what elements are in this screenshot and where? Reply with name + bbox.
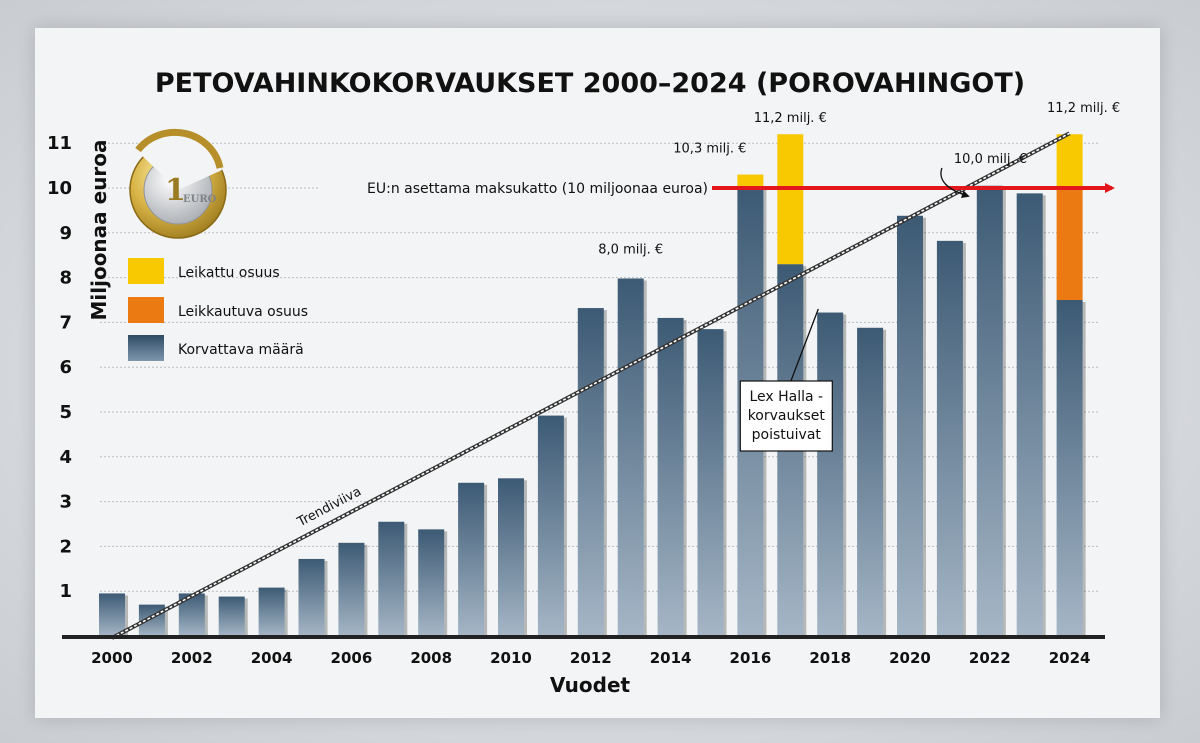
bar-korvattava xyxy=(218,596,245,636)
bar-korvattava xyxy=(298,558,325,636)
euro-coin-icon: 1 EURO xyxy=(129,128,227,239)
callout-line-1: Lex Halla - xyxy=(749,389,823,405)
value-annotation: 11,2 milj. € xyxy=(1047,101,1120,116)
x-tick-label: 2016 xyxy=(730,649,772,667)
bar-leikattu xyxy=(1056,134,1083,188)
y-tick-label: 8 xyxy=(59,268,72,289)
y-tick-label: 5 xyxy=(59,402,72,423)
x-tick-label: 2000 xyxy=(91,649,133,667)
trend-line xyxy=(111,131,1071,640)
x-tick-label: 2022 xyxy=(969,649,1011,667)
bar-korvattava xyxy=(99,593,125,636)
bar-korvattava xyxy=(1016,193,1043,636)
legend-item-korvattava: Korvattava määrä xyxy=(128,335,304,361)
value-annotation: 10,3 milj. € xyxy=(673,142,746,157)
svg-text:EURO: EURO xyxy=(183,194,217,205)
value-annotations: 8,0 milj. € 10,3 milj. € 11,2 milj. € 10,0 … xyxy=(598,101,1120,257)
bar-korvattava xyxy=(976,185,1003,636)
y-tick-label: 1 xyxy=(59,581,72,602)
cap-line-label: EU:n asettama maksukatto (10 miljoonaa e… xyxy=(367,181,708,197)
bar-korvattava xyxy=(577,308,604,636)
x-tick-label: 2014 xyxy=(650,649,692,667)
bar-korvattava xyxy=(418,529,445,636)
y-tick-label: 9 xyxy=(59,223,72,244)
x-tick-label: 2024 xyxy=(1049,649,1091,667)
x-tick-label: 2012 xyxy=(570,649,612,667)
x-tick-label: 2020 xyxy=(889,649,931,667)
bar-korvattava xyxy=(378,521,405,636)
bar-korvattava xyxy=(697,329,724,636)
annotation-arrow xyxy=(940,167,970,199)
bar-leikattu xyxy=(737,174,764,188)
bar-korvattava xyxy=(617,278,644,636)
bar-leikkautuva xyxy=(1056,188,1083,300)
legend-label: Leikattu osuus xyxy=(178,265,280,281)
bar-korvattava xyxy=(657,317,684,636)
bar-leikattu xyxy=(777,134,804,265)
cap-line-label-bg xyxy=(318,178,712,198)
y-tick-label: 4 xyxy=(59,447,72,468)
x-axis-ticks: 2000 2002 2004 2006 2008 2010 2012 2014 2016 2018… xyxy=(91,649,1090,667)
legend-label: Leikkautuva osuus xyxy=(178,304,308,320)
y-axis-label: Miljoonaa euroa xyxy=(87,139,111,320)
x-tick-label: 2002 xyxy=(171,649,213,667)
callout-line-3: poistuivat xyxy=(752,427,822,443)
bar-korvattava xyxy=(498,478,524,636)
bar-korvattava xyxy=(1056,300,1083,636)
y-tick-label: 10 xyxy=(47,178,72,199)
legend-item-leikattu: Leikattu osuus xyxy=(128,258,280,284)
x-axis-label: Vuodet xyxy=(550,673,631,697)
y-tick-label: 11 xyxy=(47,133,72,154)
callout-line-2: korvaukset xyxy=(748,408,826,424)
x-tick-label: 2010 xyxy=(490,649,532,667)
bar-korvattava xyxy=(897,215,923,636)
y-axis-ticks: 1 2 3 4 5 6 7 8 9 10 11 xyxy=(47,133,72,602)
value-annotation: 11,2 milj. € xyxy=(754,111,827,126)
legend-label: Korvattava määrä xyxy=(178,342,304,358)
y-tick-label: 2 xyxy=(59,536,72,557)
svg-text:1: 1 xyxy=(165,173,186,208)
bar-korvattava xyxy=(338,542,365,636)
x-tick-label: 2006 xyxy=(331,649,373,667)
lex-halla-callout: Lex Halla - korvaukset poistuivat xyxy=(739,308,833,452)
chart-title: PETOVAHINKOKORVAUKSET 2000–2024 (POROVAH… xyxy=(155,68,1025,99)
bar-korvattava xyxy=(857,327,884,636)
x-tick-label: 2008 xyxy=(410,649,452,667)
y-tick-label: 3 xyxy=(59,492,72,513)
x-tick-label: 2018 xyxy=(809,649,851,667)
y-tick-label: 7 xyxy=(59,312,72,333)
value-annotation: 10,0 milj. € xyxy=(954,152,1027,167)
bar-korvattava xyxy=(537,415,564,636)
bar-korvattava xyxy=(258,587,285,636)
y-tick-label: 6 xyxy=(59,357,72,378)
bar-korvattava xyxy=(458,482,485,636)
bar-korvattava xyxy=(817,312,844,636)
x-tick-label: 2004 xyxy=(251,649,293,667)
bar-korvattava xyxy=(936,240,963,636)
legend-item-leikkautuva: Leikkautuva osuus xyxy=(128,297,308,323)
value-annotation: 8,0 milj. € xyxy=(598,243,663,258)
legend: Leikattu osuus Leikkautuva osuus Korvatt… xyxy=(128,258,308,361)
